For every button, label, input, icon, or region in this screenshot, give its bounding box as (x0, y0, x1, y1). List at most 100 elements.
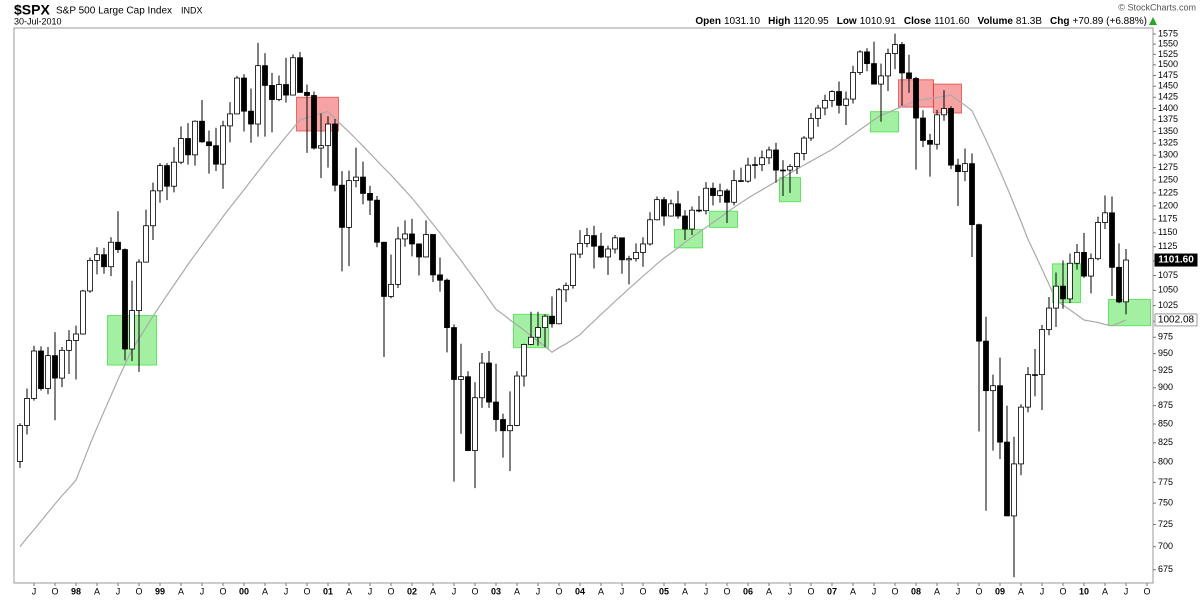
candle-body (276, 84, 282, 100)
candle-body (675, 203, 681, 217)
candle-body (885, 53, 891, 77)
quote-value: 1031.10 (724, 16, 761, 27)
y-tick-label: 1525 (1158, 49, 1178, 59)
y-tick-label: 1275 (1158, 162, 1178, 172)
y-tick-label: 1125 (1158, 241, 1177, 251)
candle-body (402, 233, 408, 240)
x-tick-label: O (555, 586, 562, 596)
candle-body (283, 84, 289, 96)
candle-body (24, 398, 30, 426)
x-tick-label: A (934, 586, 940, 596)
price-tag-box (1154, 313, 1198, 327)
price-tag-label: 1002.08 (1158, 315, 1195, 326)
candle-body (780, 169, 786, 172)
y-tick-label: 825 (1158, 437, 1173, 447)
x-tick-label: 02 (407, 586, 417, 596)
candle-body (570, 253, 576, 286)
candle-body (213, 145, 219, 165)
y-tick-label: 1075 (1158, 270, 1178, 280)
quote-label: Low (837, 16, 857, 27)
candle-body (535, 327, 541, 338)
x-tick-label: A (682, 586, 688, 596)
candle-body (689, 209, 695, 230)
candle-body (829, 91, 835, 101)
candle-body (101, 254, 107, 268)
candle-body (367, 193, 373, 201)
candle-body (717, 190, 723, 196)
candle-body (1123, 259, 1129, 303)
candle-body (269, 85, 275, 100)
x-tick-label: O (51, 586, 58, 596)
candle-body (353, 176, 359, 182)
y-tick-label: 950 (1158, 348, 1173, 358)
candle-body (458, 376, 464, 380)
quote-value: 1120.95 (793, 16, 829, 27)
candle-body (1116, 266, 1122, 303)
y-tick-label: 1050 (1158, 285, 1178, 295)
candle-body (724, 190, 730, 203)
candle-body (87, 259, 93, 292)
highlight-box (933, 83, 962, 114)
candle-body (94, 254, 100, 261)
candle-body (955, 164, 961, 172)
security-name: S&P 500 Large Cap Index (56, 6, 172, 17)
candle-body (192, 120, 198, 156)
highlight-box (870, 111, 899, 133)
candle-body (948, 108, 954, 166)
y-tick-label: 675 (1158, 564, 1173, 574)
x-tick-label: J (956, 586, 961, 596)
candle-body (129, 310, 135, 350)
candle-body (668, 203, 674, 217)
candle-body (892, 44, 898, 54)
candle-body (542, 315, 548, 328)
x-tick-label: 01 (323, 586, 333, 596)
candle-body (339, 184, 345, 228)
x-tick-label: J (872, 586, 877, 596)
x-tick-label: J (1040, 586, 1045, 596)
candle-body (1011, 463, 1017, 517)
candle-body (150, 190, 156, 227)
candle-body (136, 261, 142, 311)
y-tick-label: 1300 (1158, 150, 1178, 160)
candle-body (227, 113, 233, 127)
quote-value: 1010.91 (860, 16, 897, 27)
candle-body (178, 138, 184, 163)
candle-body (1039, 329, 1045, 376)
x-tick-label: J (200, 586, 205, 596)
candle-body (325, 123, 331, 147)
y-tick-label: 1425 (1158, 92, 1178, 102)
x-tick-label: J (788, 586, 793, 596)
candle-body (381, 241, 387, 297)
candle-body (857, 51, 863, 73)
y-tick-label: 925 (1158, 365, 1173, 375)
candle-body (500, 419, 506, 432)
candle-body (787, 166, 793, 171)
candle-body (17, 425, 23, 462)
candle-body (1060, 285, 1066, 300)
y-tick-label: 1350 (1158, 126, 1178, 136)
x-tick-label: J (284, 586, 289, 596)
candle-body (773, 149, 779, 171)
candle-body (206, 141, 212, 147)
candle-body (1081, 251, 1087, 277)
x-tick-label: A (178, 586, 184, 596)
candle-body (759, 157, 765, 166)
candle-body (563, 285, 569, 291)
candle-body (1102, 212, 1108, 223)
price-tag-box (1154, 253, 1198, 267)
x-tick-label: 98 (71, 586, 81, 596)
quote-value: 81.3B (1016, 16, 1042, 27)
candle-body (1067, 262, 1073, 300)
candle-body (318, 145, 324, 149)
candle-body (423, 234, 429, 258)
candle-body (1004, 441, 1010, 517)
candle-body (626, 258, 632, 261)
quote-label: Close (904, 16, 932, 27)
candle-body (696, 209, 702, 212)
candle-body (122, 249, 128, 350)
moving-average-line (19, 94, 1127, 548)
x-tick-label: A (346, 586, 352, 596)
x-tick-label: 09 (995, 586, 1005, 596)
x-tick-label: O (891, 586, 898, 596)
y-tick-label: 850 (1158, 418, 1173, 428)
